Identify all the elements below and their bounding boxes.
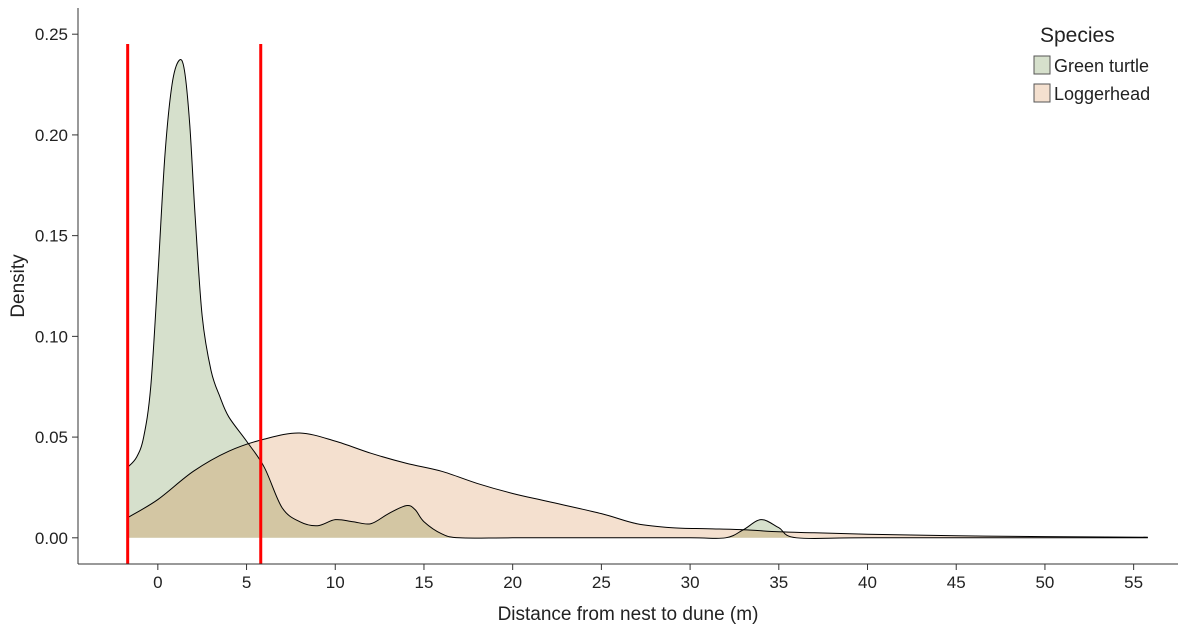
y-axis-ticks: 0.00 0.05 0.10 0.15 0.20 0.25 (35, 25, 78, 548)
legend-title: Species (1040, 24, 1115, 47)
x-tick-label: 20 (503, 573, 522, 592)
y-tick-label: 0.00 (35, 529, 68, 548)
x-axis-title: Distance from nest to dune (m) (498, 604, 759, 625)
legend-label-loggerhead: Loggerhead (1054, 84, 1150, 104)
legend-key-loggerhead (1033, 83, 1051, 103)
x-tick-label: 35 (769, 573, 788, 592)
loggerhead-density-area (127, 433, 1148, 538)
x-axis-ticks: 0 5 10 15 20 25 30 35 40 45 50 55 (153, 564, 1143, 592)
loggerhead-density-line (127, 432, 1148, 538)
x-tick-label: 25 (592, 573, 611, 592)
x-tick-label: 40 (858, 573, 877, 592)
overlap-density-area (127, 433, 1148, 538)
y-tick-label: 0.25 (35, 25, 68, 44)
y-tick-label: 0.20 (35, 126, 68, 145)
x-tick-label: 5 (242, 573, 251, 592)
x-tick-label: 55 (1124, 573, 1143, 592)
y-tick-label: 0.10 (35, 327, 68, 346)
y-tick-label: 0.05 (35, 428, 68, 447)
x-tick-label: 45 (947, 573, 966, 592)
x-tick-label: 15 (415, 573, 434, 592)
legend-key-green-turtle (1033, 55, 1051, 75)
x-tick-label: 30 (681, 573, 700, 592)
green-turtle-density-line (127, 58, 1148, 540)
legend: Species Green turtle Loggerhead (1033, 24, 1150, 104)
y-tick-label: 0.15 (35, 227, 68, 246)
legend-label-green-turtle: Green turtle (1054, 56, 1149, 76)
axes: 0 5 10 15 20 25 30 35 40 45 50 55 0.000.050.100.150… (8, 8, 1178, 625)
x-tick-label: 0 (153, 573, 162, 592)
y-axis-title: Density (8, 254, 29, 318)
x-tick-label: 10 (326, 573, 345, 592)
x-tick-label: 50 (1035, 573, 1054, 592)
plot-area (126, 44, 1148, 564)
